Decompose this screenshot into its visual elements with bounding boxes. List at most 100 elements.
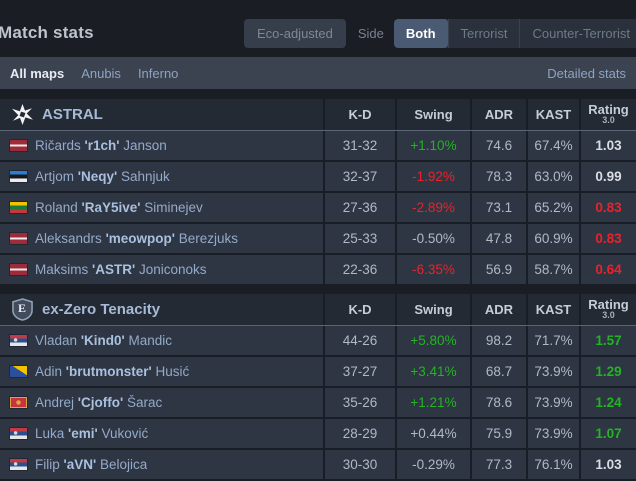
kast-value: 73.9% [526, 388, 579, 417]
player-name: Roland 'RaY5ive' Siminejev [35, 200, 203, 215]
player-row: Filip 'aVN' Belojica 30-30 -0.29% 77.3 7… [0, 450, 636, 481]
player-name: Luka 'emi' Vuković [35, 426, 149, 441]
kd-value: 30-30 [323, 450, 395, 479]
swing-value: +3.41% [395, 357, 470, 386]
flag-icon [10, 366, 27, 377]
kast-value: 73.9% [526, 419, 579, 448]
player-name: Vladan 'Kind0' Mandic [35, 333, 173, 348]
adr-value: 68.7 [470, 357, 526, 386]
column-header-kd: K-D [323, 294, 395, 325]
player-row: Roland 'RaY5ive' Siminejev 27-36 -2.89% … [0, 193, 636, 224]
player-name: Maksims 'ASTR' Joniconoks [35, 262, 207, 277]
flag-icon [10, 397, 27, 408]
kd-value: 44-26 [323, 326, 395, 355]
flag-icon [10, 428, 27, 439]
player-link[interactable]: Roland 'RaY5ive' Siminejev [0, 193, 323, 222]
rating-value: 0.83 [579, 193, 636, 222]
adr-value: 56.9 [470, 255, 526, 284]
team-stats-table-ex-zero-tenacity: E ex-Zero Tenacity K-D Swing ADR KAST Ra… [0, 294, 636, 481]
kd-value: 37-27 [323, 357, 395, 386]
flag-icon [10, 233, 27, 244]
swing-value: -0.50% [395, 224, 470, 253]
flag-icon [10, 459, 27, 470]
player-link[interactable]: Andrej 'Cjoffo' Šarac [0, 388, 323, 417]
tab-anubis[interactable]: Anubis [81, 65, 121, 81]
kast-value: 73.9% [526, 357, 579, 386]
table-header-row: E ex-Zero Tenacity K-D Swing ADR KAST Ra… [0, 294, 636, 326]
team-name: ASTRAL [42, 106, 103, 123]
rating-value: 1.03 [579, 450, 636, 479]
player-row: Luka 'emi' Vuković 28-29 +0.44% 75.9 73.… [0, 419, 636, 450]
swing-value: +5.80% [395, 326, 470, 355]
kd-value: 22-36 [323, 255, 395, 284]
column-header-adr: ADR [470, 99, 526, 130]
rating-value: 1.24 [579, 388, 636, 417]
kd-value: 35-26 [323, 388, 395, 417]
rating-value: 0.64 [579, 255, 636, 284]
player-name: Adin 'brutmonster' Husić [35, 364, 190, 379]
player-link[interactable]: Adin 'brutmonster' Husić [0, 357, 323, 386]
adr-value: 47.8 [470, 224, 526, 253]
player-link[interactable]: Filip 'aVN' Belojica [0, 450, 323, 479]
detailed-stats-link[interactable]: Detailed stats [547, 65, 626, 81]
flag-icon [10, 202, 27, 213]
team-name: ex-Zero Tenacity [42, 301, 161, 318]
flag-icon [10, 264, 27, 275]
player-row: Adin 'brutmonster' Husić 37-27 +3.41% 68… [0, 357, 636, 388]
page-title: Match stats [0, 23, 94, 42]
tab-inferno[interactable]: Inferno [137, 65, 179, 81]
player-link[interactable]: Ričards 'r1ch' Janson [0, 131, 323, 160]
adr-value: 73.1 [470, 193, 526, 222]
player-name: Filip 'aVN' Belojica [35, 457, 148, 472]
rating-value: 1.07 [579, 419, 636, 448]
swing-value: -0.29% [395, 450, 470, 479]
shield-letter: E [17, 300, 26, 315]
stats-controls: Eco-adjusted Side Both Terrorist Counter… [243, 18, 636, 48]
kast-value: 63.0% [526, 162, 579, 191]
swing-value: +1.10% [395, 131, 470, 160]
player-row: Artjom 'Neqy' Sahnjuk 32-37 -1.92% 78.3 … [0, 162, 636, 193]
kd-value: 25-33 [323, 224, 395, 253]
kd-value: 28-29 [323, 419, 395, 448]
team-stats-table-astral: ASTRAL K-D Swing ADR KAST Rating 3.0 Rič… [0, 99, 636, 286]
team-header-cell[interactable]: E ex-Zero Tenacity [0, 294, 323, 325]
side-option-terrorist[interactable]: Terrorist [447, 18, 520, 48]
player-link[interactable]: Aleksandrs 'meowpop' Berezjuks [0, 224, 323, 253]
player-link[interactable]: Vladan 'Kind0' Mandic [0, 326, 323, 355]
column-header-kast: KAST [526, 99, 579, 130]
player-link[interactable]: Luka 'emi' Vuković [0, 419, 323, 448]
player-row: Maksims 'ASTR' Joniconoks 22-36 -6.35% 5… [0, 255, 636, 286]
player-row: Andrej 'Cjoffo' Šarac 35-26 +1.21% 78.6 … [0, 388, 636, 419]
kd-value: 31-32 [323, 131, 395, 160]
rating-value: 1.03 [579, 131, 636, 160]
rating-version-label: 3.0 [602, 309, 615, 320]
rating-version-label: 3.0 [602, 114, 615, 125]
column-header-swing: Swing [395, 99, 470, 130]
player-name: Aleksandrs 'meowpop' Berezjuks [35, 231, 239, 246]
eco-adjusted-button[interactable]: Eco-adjusted [243, 18, 346, 48]
kd-value: 32-37 [323, 162, 395, 191]
kast-value: 76.1% [526, 450, 579, 479]
rating-value: 0.99 [579, 162, 636, 191]
swing-value: +0.44% [395, 419, 470, 448]
kast-value: 58.7% [526, 255, 579, 284]
player-name: Andrej 'Cjoffo' Šarac [35, 395, 163, 410]
side-option-counter-terrorist[interactable]: Counter-Terrorist [519, 18, 636, 48]
rating-value: 0.83 [579, 224, 636, 253]
player-link[interactable]: Artjom 'Neqy' Sahnjuk [0, 162, 323, 191]
player-link[interactable]: Maksims 'ASTR' Joniconoks [0, 255, 323, 284]
kast-value: 60.9% [526, 224, 579, 253]
side-option-both[interactable]: Both [393, 18, 448, 48]
adr-value: 75.9 [470, 419, 526, 448]
adr-value: 78.6 [470, 388, 526, 417]
player-name: Artjom 'Neqy' Sahnjuk [35, 169, 170, 184]
tab-all-maps[interactable]: All maps [10, 65, 65, 81]
astral-team-logo-icon [10, 103, 34, 127]
kast-value: 65.2% [526, 193, 579, 222]
side-label: Side [357, 25, 384, 41]
swing-value: +1.21% [395, 388, 470, 417]
flag-icon [10, 140, 27, 151]
player-row: Vladan 'Kind0' Mandic 44-26 +5.80% 98.2 … [0, 326, 636, 357]
team-header-cell[interactable]: ASTRAL [0, 99, 323, 130]
table-header-row: ASTRAL K-D Swing ADR KAST Rating 3.0 [0, 99, 636, 131]
